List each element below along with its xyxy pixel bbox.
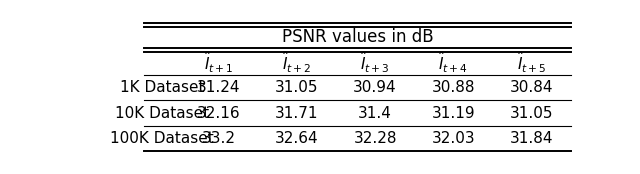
Text: 32.16: 32.16	[196, 106, 240, 121]
Text: 31.71: 31.71	[275, 106, 319, 121]
Text: 30.88: 30.88	[432, 80, 476, 95]
Text: 31.24: 31.24	[196, 80, 240, 95]
Text: 32.64: 32.64	[275, 131, 319, 146]
Text: $\widehat{I}_{t+3}$: $\widehat{I}_{t+3}$	[360, 51, 390, 75]
Text: PSNR values in dB: PSNR values in dB	[282, 29, 433, 46]
Text: 32.03: 32.03	[431, 131, 476, 146]
Text: $\widehat{I}_{t+1}$: $\widehat{I}_{t+1}$	[204, 51, 233, 75]
Text: $\widehat{I}_{t+4}$: $\widehat{I}_{t+4}$	[438, 51, 468, 75]
Text: 30.94: 30.94	[353, 80, 397, 95]
Text: $\widehat{I}_{t+5}$: $\widehat{I}_{t+5}$	[517, 51, 547, 75]
Text: 31.84: 31.84	[510, 131, 554, 146]
Text: 31.19: 31.19	[431, 106, 476, 121]
Text: 100K Dataset: 100K Dataset	[110, 131, 214, 146]
Text: 10K Dataset: 10K Dataset	[115, 106, 209, 121]
Text: 31.05: 31.05	[275, 80, 319, 95]
Text: 30.84: 30.84	[510, 80, 554, 95]
Text: 31.4: 31.4	[358, 106, 392, 121]
Text: 31.05: 31.05	[510, 106, 554, 121]
Text: 33.2: 33.2	[202, 131, 236, 146]
Text: 1K Dataset: 1K Dataset	[120, 80, 204, 95]
Text: 32.28: 32.28	[353, 131, 397, 146]
Text: $\widehat{I}_{t+2}$: $\widehat{I}_{t+2}$	[282, 51, 312, 75]
